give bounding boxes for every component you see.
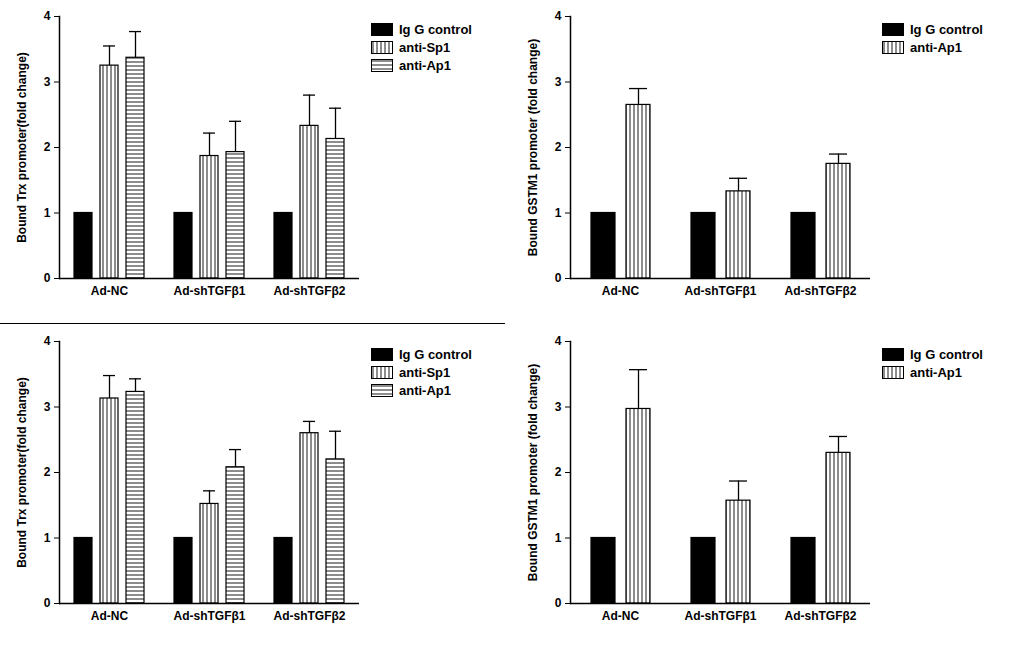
svg-text:4: 4 <box>555 334 562 348</box>
html-text:anti-Sp1: anti-Sp1 <box>399 365 451 380</box>
svg-text:0: 0 <box>44 271 51 285</box>
svg-text:Ad-NC: Ad-NC <box>602 284 640 298</box>
svg-text:Ad-shTGFβ2: Ad-shTGFβ2 <box>785 609 857 623</box>
html-text:anti-Ap1: anti-Ap1 <box>399 383 451 398</box>
svg-text:Bound Trx promoter(fold change: Bound Trx promoter(fold change) <box>15 377 29 568</box>
svg-text:Ad-shTGFβ2: Ad-shTGFβ2 <box>274 609 346 623</box>
svg-text:1: 1 <box>44 206 51 220</box>
svg-text:4: 4 <box>44 334 51 348</box>
html-text:anti-Ap1: anti-Ap1 <box>910 40 962 55</box>
svg-text:0: 0 <box>555 271 562 285</box>
svg-text:3: 3 <box>555 400 562 414</box>
svg-text:3: 3 <box>555 75 562 89</box>
svg-text:Ad-NC: Ad-NC <box>91 284 129 298</box>
svg-text:2: 2 <box>44 140 51 154</box>
html-text:anti-Sp1: anti-Sp1 <box>399 40 451 55</box>
html-text:Ig G control: Ig G control <box>399 22 472 37</box>
html-text:Ig G control: Ig G control <box>910 347 983 362</box>
svg-text:Ad-shTGFβ1: Ad-shTGFβ1 <box>174 284 246 298</box>
svg-text:2: 2 <box>44 465 51 479</box>
svg-text:2: 2 <box>555 465 562 479</box>
html-text:anti-Ap1: anti-Ap1 <box>910 365 962 380</box>
svg-text:1: 1 <box>555 206 562 220</box>
html-text:Ig G control: Ig G control <box>910 22 983 37</box>
svg-text:Ad-NC: Ad-NC <box>91 609 129 623</box>
svg-text:0: 0 <box>44 596 51 610</box>
svg-text:1: 1 <box>44 531 51 545</box>
svg-text:3: 3 <box>44 75 51 89</box>
svg-text:Ad-shTGFβ2: Ad-shTGFβ2 <box>274 284 346 298</box>
svg-text:Ad-shTGFβ1: Ad-shTGFβ1 <box>685 609 757 623</box>
svg-text:0: 0 <box>555 596 562 610</box>
svg-text:Ad-shTGFβ1: Ad-shTGFβ1 <box>174 609 246 623</box>
svg-text:Ad-NC: Ad-NC <box>602 609 640 623</box>
svg-text:4: 4 <box>555 9 562 23</box>
svg-text:2: 2 <box>555 140 562 154</box>
html-text:anti-Ap1: anti-Ap1 <box>399 58 451 73</box>
svg-text:Ad-shTGFβ1: Ad-shTGFβ1 <box>685 284 757 298</box>
svg-text:Bound GSTM1 promoter (fold cha: Bound GSTM1 promoter (fold change) <box>526 39 540 256</box>
svg-text:Bound Trx promoter(fold change: Bound Trx promoter(fold change) <box>15 52 29 243</box>
svg-text:Ad-shTGFβ2: Ad-shTGFβ2 <box>785 284 857 298</box>
svg-text:4: 4 <box>44 9 51 23</box>
svg-text:1: 1 <box>555 531 562 545</box>
svg-text:Bound GSTM1 promoter (fold cha: Bound GSTM1 promoter (fold change) <box>526 364 540 581</box>
svg-text:3: 3 <box>44 400 51 414</box>
html-text:Ig G control: Ig G control <box>399 347 472 362</box>
